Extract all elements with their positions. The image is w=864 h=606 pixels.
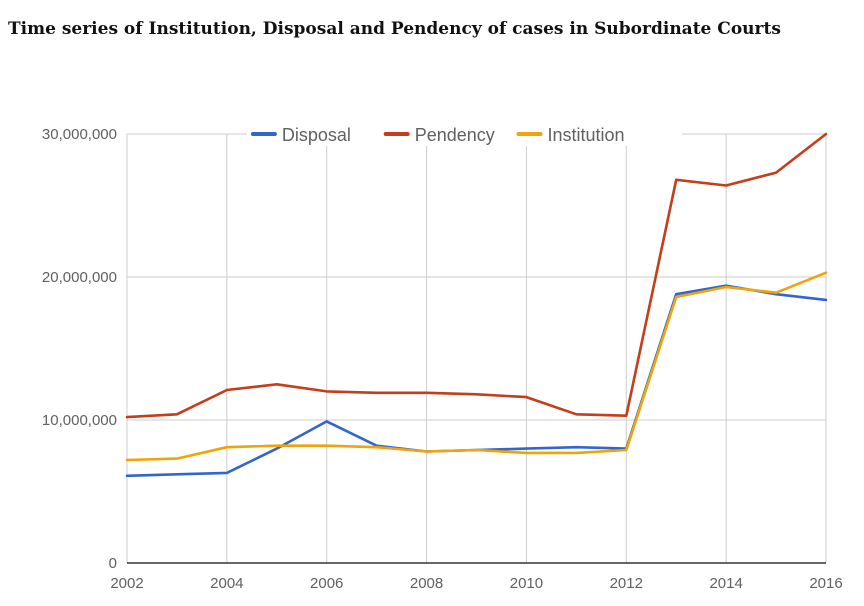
y-tick-label: 10,000,000 [42,412,117,429]
x-tick-label: 2004 [210,575,243,592]
x-tick-label: 2002 [110,575,143,592]
chart-title: Time series of Institution, Disposal and… [8,19,781,39]
series-line-institution [125,271,828,462]
x-tick-labels: 2002 2004 2006 2008 2010 2012 2014 2016 [110,575,842,592]
legend-background [246,122,683,146]
x-tick-label: 2012 [610,575,643,592]
x-tick-label: 2010 [510,575,543,592]
y-tick-labels: 0 10,000,000 20,000,000 30,000,000 [42,126,117,572]
y-tick-label: 0 [109,555,117,572]
grid-lines [126,133,827,563]
x-tick-label: 2008 [410,575,443,592]
x-tick-label: 2014 [709,575,742,592]
legend: Disposal Pendency Institution [246,122,683,146]
series-lines [125,132,828,478]
series-line-pendency [125,132,828,419]
x-tick-label: 2006 [310,575,343,592]
legend-label-pendency: Pendency [415,125,495,145]
legend-label-institution: Institution [548,125,625,145]
y-tick-label: 30,000,000 [42,126,117,143]
y-tick-label: 20,000,000 [42,269,117,286]
x-tick-label: 2016 [809,575,842,592]
legend-label-disposal: Disposal [282,125,351,145]
